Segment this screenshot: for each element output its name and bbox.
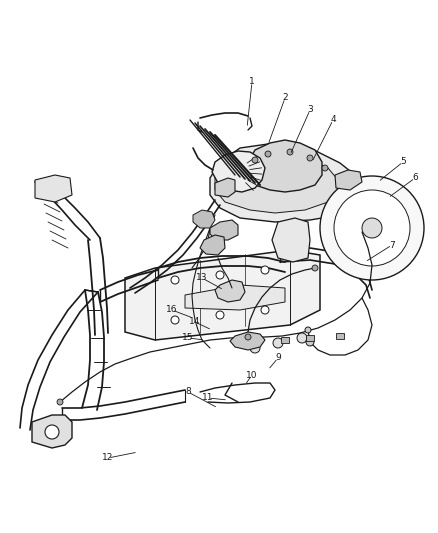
Circle shape xyxy=(171,316,179,324)
Circle shape xyxy=(57,399,63,405)
Text: 3: 3 xyxy=(307,106,313,115)
Circle shape xyxy=(320,176,424,280)
Circle shape xyxy=(245,334,251,340)
Polygon shape xyxy=(248,140,322,192)
Circle shape xyxy=(216,311,224,319)
Circle shape xyxy=(250,343,260,353)
Polygon shape xyxy=(215,280,245,302)
Text: 11: 11 xyxy=(202,393,214,402)
Circle shape xyxy=(261,306,269,314)
Polygon shape xyxy=(281,337,289,343)
Circle shape xyxy=(171,276,179,284)
Polygon shape xyxy=(200,235,225,255)
Polygon shape xyxy=(215,178,235,197)
Polygon shape xyxy=(193,210,215,228)
Polygon shape xyxy=(35,175,72,202)
Circle shape xyxy=(273,338,283,348)
Text: 15: 15 xyxy=(182,334,194,343)
Circle shape xyxy=(334,190,410,266)
Text: 1: 1 xyxy=(249,77,255,86)
Polygon shape xyxy=(306,335,314,341)
Circle shape xyxy=(305,327,311,333)
Circle shape xyxy=(287,149,293,155)
Circle shape xyxy=(261,266,269,274)
Text: 6: 6 xyxy=(412,174,418,182)
Text: 9: 9 xyxy=(275,353,281,362)
Polygon shape xyxy=(230,332,265,350)
Text: 14: 14 xyxy=(189,318,201,327)
Text: 10: 10 xyxy=(246,370,258,379)
Circle shape xyxy=(252,157,258,163)
Polygon shape xyxy=(210,220,238,240)
Circle shape xyxy=(322,165,328,171)
Text: 5: 5 xyxy=(400,157,406,166)
Text: 7: 7 xyxy=(389,240,395,249)
Circle shape xyxy=(45,425,59,439)
Polygon shape xyxy=(210,143,360,222)
Circle shape xyxy=(306,338,314,346)
Circle shape xyxy=(297,333,307,343)
Polygon shape xyxy=(215,155,338,213)
Polygon shape xyxy=(125,250,320,340)
Text: 2: 2 xyxy=(282,93,288,102)
Text: 8: 8 xyxy=(185,387,191,397)
Text: 12: 12 xyxy=(102,454,114,463)
Polygon shape xyxy=(336,333,344,339)
Text: 13: 13 xyxy=(196,273,208,282)
Polygon shape xyxy=(212,151,265,192)
Polygon shape xyxy=(335,170,362,190)
Circle shape xyxy=(362,218,382,238)
Text: 4: 4 xyxy=(330,116,336,125)
Polygon shape xyxy=(272,218,310,262)
Circle shape xyxy=(265,151,271,157)
Circle shape xyxy=(312,265,318,271)
Circle shape xyxy=(307,155,313,161)
Polygon shape xyxy=(32,415,72,448)
Circle shape xyxy=(216,271,224,279)
Text: 16: 16 xyxy=(166,305,178,314)
Polygon shape xyxy=(185,285,285,310)
